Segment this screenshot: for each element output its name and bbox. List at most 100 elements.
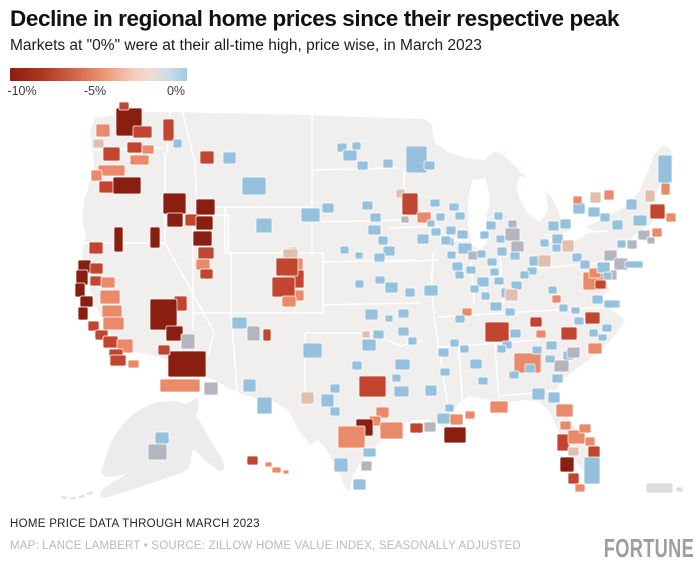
metro-region	[574, 483, 586, 493]
metro-region	[426, 219, 436, 228]
metro-region	[660, 182, 671, 196]
metro-regions-layer	[74, 101, 684, 494]
metro-region	[430, 227, 442, 237]
page-title: Decline in regional home prices since th…	[10, 6, 620, 31]
metro-region	[101, 304, 123, 319]
metro-region	[597, 333, 608, 342]
metro-region	[407, 336, 418, 346]
metro-region	[416, 233, 430, 245]
metro-region	[454, 211, 466, 221]
metro-region	[587, 342, 603, 355]
metro-region	[583, 456, 601, 485]
metro-region	[400, 215, 410, 224]
metro-region	[496, 246, 508, 257]
metro-region	[241, 176, 267, 196]
metro-region	[476, 276, 490, 288]
metro-region	[589, 191, 602, 204]
metro-region	[255, 217, 273, 234]
metro-region	[361, 338, 377, 352]
metro-region	[88, 241, 104, 255]
metro-region	[675, 486, 684, 493]
metro-region	[567, 472, 580, 485]
metro-region	[456, 229, 469, 240]
metro-region	[454, 270, 465, 280]
metro-region	[495, 234, 506, 244]
metro-region	[100, 276, 116, 289]
metro-region	[351, 141, 362, 151]
metro-region	[87, 320, 100, 332]
metro-region	[102, 146, 121, 162]
metro-region	[351, 360, 363, 371]
metro-region	[436, 412, 451, 425]
metro-region	[446, 250, 457, 260]
metro-region	[567, 446, 580, 457]
metro-region	[89, 275, 103, 287]
metro-region	[448, 202, 460, 212]
fortune-logo: FORTUNE	[603, 533, 694, 563]
metro-region	[646, 236, 656, 245]
metro-region	[551, 233, 564, 245]
metro-region	[382, 158, 394, 169]
metro-region	[451, 261, 464, 272]
metro-region	[354, 251, 364, 260]
source-credit: MAP: LANCE LAMBERT • SOURCE: ZILLOW HOME…	[10, 540, 521, 552]
metro-region	[547, 285, 558, 295]
metro-region	[195, 215, 214, 231]
metro-region	[275, 257, 299, 277]
metro-region	[264, 461, 273, 468]
metro-region	[578, 423, 592, 434]
metro-region	[449, 413, 464, 426]
metro-region	[374, 275, 386, 285]
metro-region	[439, 367, 451, 377]
metro-region	[362, 447, 377, 458]
metro-region	[162, 118, 175, 142]
metro-region	[504, 227, 521, 242]
legend-tick: 0%	[166, 84, 186, 98]
metro-region	[531, 387, 546, 401]
metro-region	[572, 202, 586, 215]
metro-region	[149, 298, 178, 331]
metro-region	[195, 198, 216, 216]
metro-region	[445, 225, 457, 236]
metro-region	[372, 329, 385, 340]
metro-region	[377, 235, 389, 246]
metro-region	[354, 279, 365, 289]
metro-region	[665, 212, 677, 223]
metro-region	[199, 268, 214, 280]
metro-region	[561, 239, 575, 253]
metro-region	[342, 149, 358, 162]
metro-region	[567, 429, 586, 445]
metro-region	[519, 270, 530, 280]
metro-region	[397, 308, 410, 319]
metro-region	[632, 214, 648, 227]
metro-region	[599, 212, 611, 223]
metro-region	[579, 259, 591, 270]
metro-region	[203, 381, 219, 396]
metro-region	[547, 391, 561, 404]
metro-region	[645, 482, 674, 494]
metro-region	[373, 252, 386, 263]
metro-region	[337, 425, 366, 449]
metro-region	[262, 328, 272, 342]
metro-region	[484, 321, 510, 343]
metro-region	[192, 230, 213, 247]
metro-region	[529, 316, 543, 328]
metro-region	[509, 251, 521, 261]
metro-region	[429, 198, 441, 208]
metro-region	[102, 316, 125, 331]
metro-region	[651, 227, 663, 238]
metro-region	[625, 198, 638, 211]
metro-region	[154, 431, 170, 445]
metro-region	[493, 276, 505, 286]
metro-region	[358, 375, 387, 398]
metro-region	[352, 478, 367, 491]
metro-region	[602, 271, 613, 281]
metro-region	[510, 240, 525, 253]
metro-region	[109, 354, 127, 367]
metro-region	[167, 350, 207, 378]
legend-gradient-bar	[10, 68, 187, 81]
metro-region	[485, 220, 497, 231]
metro-region	[596, 261, 611, 274]
metro-region	[559, 218, 572, 230]
metro-region	[79, 295, 94, 308]
